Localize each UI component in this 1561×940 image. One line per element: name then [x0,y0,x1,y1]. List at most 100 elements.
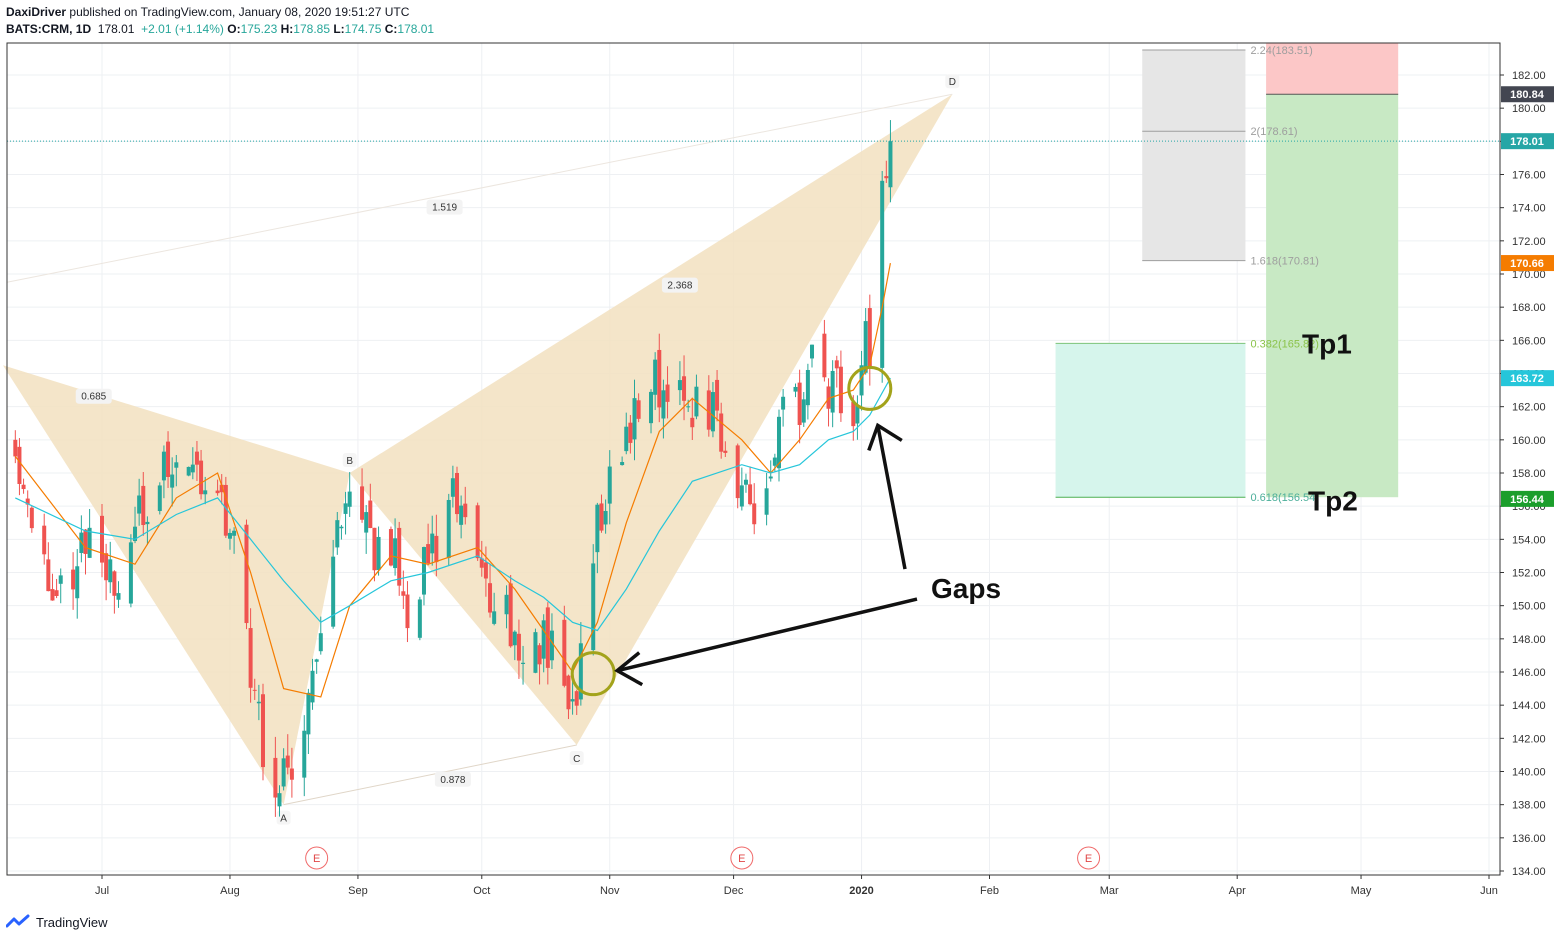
candle [764,472,769,526]
price-chart[interactable]: 2.24(183.51) 2(178.61) 1.618(170.81) 0.382(… [0,0,1561,910]
y-tick-label: 150.00 [1512,601,1546,613]
candle [665,366,670,419]
candle [289,747,294,798]
candle [632,379,637,461]
candle [826,378,831,427]
candle-body [607,466,612,504]
price-badge-label: 170.66 [1510,258,1544,270]
candle-body [595,504,600,553]
candle [706,375,711,437]
price-badge: 156.44 [1501,490,1554,507]
candle-body [83,529,88,554]
candle-body [620,462,625,466]
candle [710,382,715,438]
candle [104,543,109,601]
candle-body [682,376,687,401]
candle [244,519,249,630]
y-tick-label: 152.00 [1512,568,1546,580]
candle [393,518,398,576]
close-value: 178.01 [397,22,435,36]
candle [682,355,687,421]
y-tick-label: 158.00 [1512,468,1546,480]
symbol-interval[interactable]: BATS:CRM, 1D [6,22,92,36]
published-text: published on TradingView.com, January 08… [69,5,410,19]
candle [17,438,22,496]
candle-body [810,344,815,359]
candle-body [339,526,344,529]
candle-body [116,593,121,600]
candle [161,445,166,499]
candle [748,466,753,506]
candle [277,785,282,817]
ratio-label: 0.685 [81,392,106,403]
candle-body [653,359,658,395]
y-tick-label: 144.00 [1512,700,1546,712]
candle-body [434,535,439,563]
open-value: 175.23 [240,22,278,36]
candle [260,683,265,781]
y-tick-label: 182.00 [1512,70,1546,82]
y-tick-label: 142.00 [1512,733,1546,745]
candle [855,395,860,440]
y-tick-label: 146.00 [1512,667,1546,679]
pattern-point-label: B [346,456,353,467]
candle [830,360,835,428]
fib-label: 0.618(156.54) [1250,492,1319,504]
candle-body [822,333,827,378]
candle [723,441,728,457]
fib-label: 0.382(165.82) [1250,338,1319,350]
candle-body [801,399,806,423]
candle-body [157,485,162,512]
candle [562,605,567,688]
candle [545,602,550,685]
pattern-point-label: D [949,77,956,88]
pattern-point-b: B [342,453,357,467]
candle-body [624,426,629,452]
x-tick-label: Mar [1100,885,1119,897]
y-tick-label: 154.00 [1512,534,1546,546]
candle [13,430,18,464]
price-badge-label: 178.01 [1510,136,1544,148]
earnings-icon [1077,846,1101,870]
candle-body [13,439,18,457]
tradingview-footer[interactable]: TradingView [6,912,108,932]
candle [281,748,286,791]
candle [549,613,554,670]
candle-body [706,390,711,430]
candle-body [248,628,253,688]
candle-body [133,526,138,542]
candle [58,568,63,604]
candle [372,527,377,582]
pattern-ratio: 0.878 [434,771,471,787]
candle [591,544,596,656]
earnings-label: E [313,853,320,865]
price-change: +2.01 (+1.14%) [141,22,224,36]
author-name[interactable]: DaxiDriver [6,5,67,19]
y-tick-label: 174.00 [1512,203,1546,215]
candle-body [475,505,480,559]
candle-body [851,401,856,427]
price-badge-bg [1501,490,1554,507]
candle-body [393,538,398,569]
candle [314,658,319,674]
candle [793,383,798,398]
candle [838,350,843,422]
earnings-marker: E [1077,846,1101,870]
annotations: Tp1 Tp2 Gaps E E E [7,140,1500,870]
candle-body [479,558,484,568]
candle-body [388,529,393,566]
candle-body [768,476,773,479]
price-badge-label: 163.72 [1510,373,1544,385]
candle-body [318,633,323,652]
candle [186,466,191,477]
candle-body [372,527,377,571]
price-badge: 170.66 [1501,255,1554,272]
candle [141,471,146,536]
candle-body [306,692,311,735]
target-zones: 2.24(183.51) 2(178.61) 1.618(170.81) 0.382(… [1055,43,1399,504]
x-tick-label: 2020 [849,885,873,897]
candlesticks [13,120,893,817]
axes: 134.00 136.00 138.00 140.00 142.00 144.00 146.… [6,42,1554,897]
open-label: O: [227,22,241,36]
candle-body [227,532,232,539]
